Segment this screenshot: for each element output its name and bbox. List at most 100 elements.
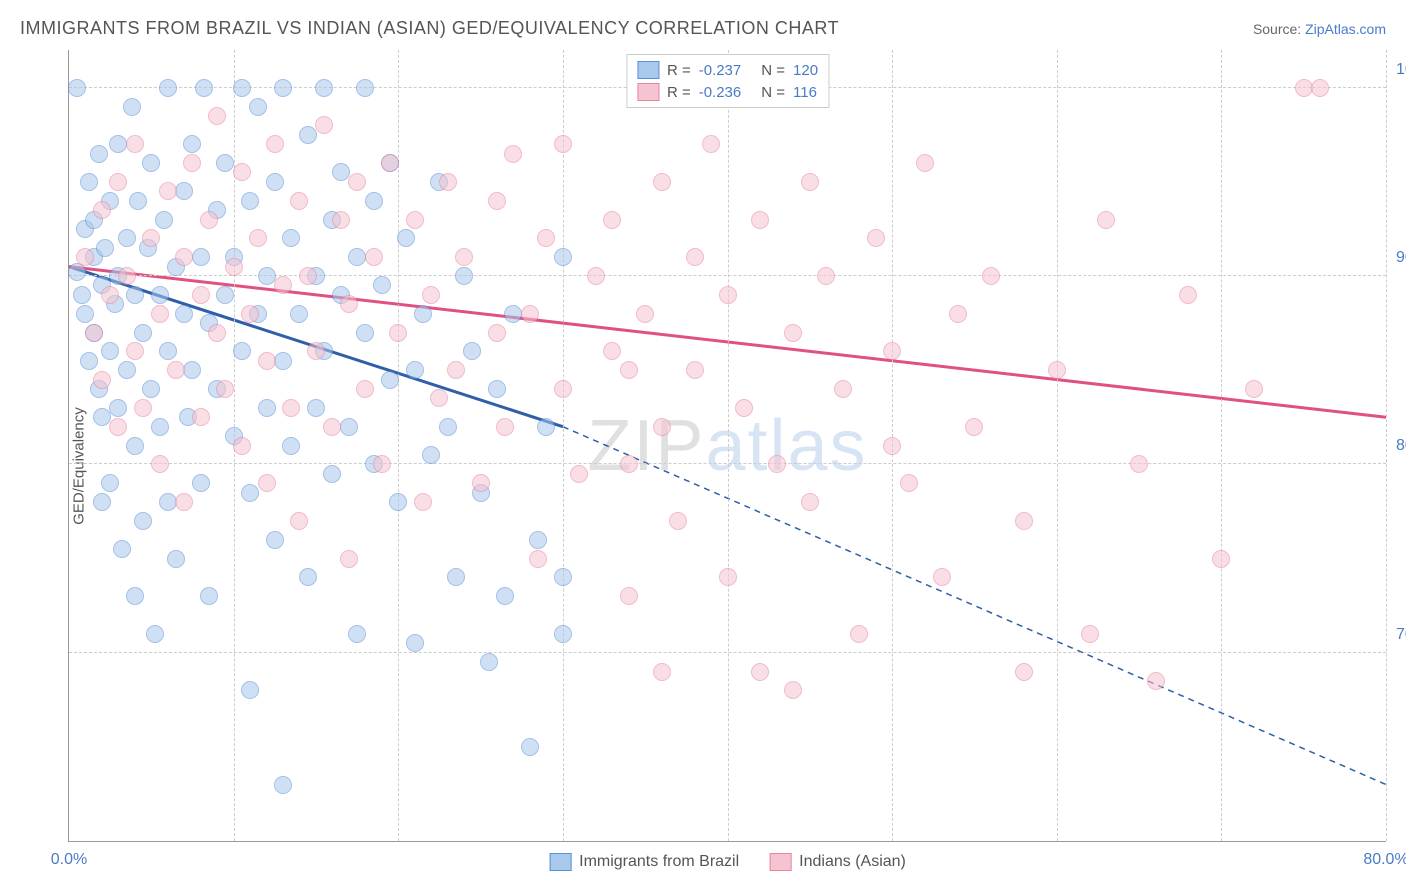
series-legend: Immigrants from Brazil Indians (Asian) — [549, 853, 906, 871]
data-point — [1081, 625, 1099, 643]
data-point — [1311, 79, 1329, 97]
data-point — [151, 305, 169, 323]
data-point — [406, 361, 424, 379]
data-point — [340, 295, 358, 313]
data-point — [463, 342, 481, 360]
data-point — [299, 568, 317, 586]
data-point — [735, 399, 753, 417]
data-point — [883, 437, 901, 455]
data-point — [949, 305, 967, 323]
data-point — [439, 418, 457, 436]
data-point — [1130, 455, 1148, 473]
data-point — [323, 418, 341, 436]
data-point — [340, 418, 358, 436]
data-point — [109, 135, 127, 153]
data-point — [504, 305, 522, 323]
gridline-vertical — [1057, 50, 1058, 841]
y-tick-label: 100.0% — [1396, 61, 1406, 79]
chart-title: IMMIGRANTS FROM BRAZIL VS INDIAN (ASIAN)… — [20, 18, 839, 39]
legend-r-label: R = — [667, 62, 691, 79]
data-point — [101, 474, 119, 492]
data-point — [340, 550, 358, 568]
data-point — [299, 126, 317, 144]
data-point — [719, 286, 737, 304]
watermark-zip: ZIP — [587, 406, 705, 486]
data-point — [965, 418, 983, 436]
data-point — [282, 229, 300, 247]
data-point — [768, 455, 786, 473]
data-point — [900, 474, 918, 492]
data-point — [134, 512, 152, 530]
gridline-vertical — [563, 50, 564, 841]
data-point — [348, 248, 366, 266]
data-point — [381, 154, 399, 172]
data-point — [118, 267, 136, 285]
data-point — [159, 342, 177, 360]
data-point — [315, 116, 333, 134]
data-point — [1097, 211, 1115, 229]
data-point — [521, 738, 539, 756]
data-point — [455, 248, 473, 266]
data-point — [414, 493, 432, 511]
data-point — [587, 267, 605, 285]
data-point — [233, 437, 251, 455]
data-point — [1015, 512, 1033, 530]
data-point — [134, 324, 152, 342]
data-point — [282, 399, 300, 417]
legend-label: Indians (Asian) — [799, 853, 906, 871]
data-point — [1245, 380, 1263, 398]
data-point — [307, 342, 325, 360]
data-point — [249, 229, 267, 247]
data-point — [142, 154, 160, 172]
data-point — [817, 267, 835, 285]
data-point — [151, 455, 169, 473]
data-point — [381, 371, 399, 389]
data-point — [389, 324, 407, 342]
legend-r-value: -0.237 — [699, 62, 742, 79]
source-link[interactable]: ZipAtlas.com — [1305, 21, 1386, 37]
data-point — [1212, 550, 1230, 568]
data-point — [126, 286, 144, 304]
gridline-vertical — [1386, 50, 1387, 841]
watermark-atlas: atlas — [705, 406, 867, 486]
data-point — [192, 248, 210, 266]
data-point — [118, 361, 136, 379]
data-point — [126, 587, 144, 605]
data-point — [414, 305, 432, 323]
data-point — [159, 182, 177, 200]
data-point — [274, 776, 292, 794]
data-point — [109, 173, 127, 191]
data-point — [356, 324, 374, 342]
data-point — [653, 663, 671, 681]
data-point — [233, 342, 251, 360]
data-point — [521, 305, 539, 323]
data-point — [751, 663, 769, 681]
data-point — [529, 531, 547, 549]
data-point — [241, 681, 259, 699]
data-point — [192, 474, 210, 492]
data-point — [1048, 361, 1066, 379]
legend-r-label: R = — [667, 84, 691, 101]
data-point — [175, 305, 193, 323]
data-point — [175, 248, 193, 266]
data-point — [274, 79, 292, 97]
legend-label: Immigrants from Brazil — [579, 853, 739, 871]
data-point — [422, 286, 440, 304]
data-point — [195, 79, 213, 97]
data-point — [258, 474, 276, 492]
correlation-legend: R = -0.237N = 120R = -0.236N = 116 — [626, 54, 829, 108]
data-point — [146, 625, 164, 643]
legend-r-value: -0.236 — [699, 84, 742, 101]
data-point — [183, 361, 201, 379]
data-point — [225, 258, 243, 276]
data-point — [290, 192, 308, 210]
chart-container: IMMIGRANTS FROM BRAZIL VS INDIAN (ASIAN)… — [0, 0, 1406, 892]
data-point — [1015, 663, 1033, 681]
legend-row: R = -0.237N = 120 — [637, 59, 818, 81]
legend-n-label: N = — [761, 62, 785, 79]
data-point — [159, 493, 177, 511]
gridline-vertical — [398, 50, 399, 841]
data-point — [200, 587, 218, 605]
data-point — [216, 380, 234, 398]
data-point — [142, 229, 160, 247]
